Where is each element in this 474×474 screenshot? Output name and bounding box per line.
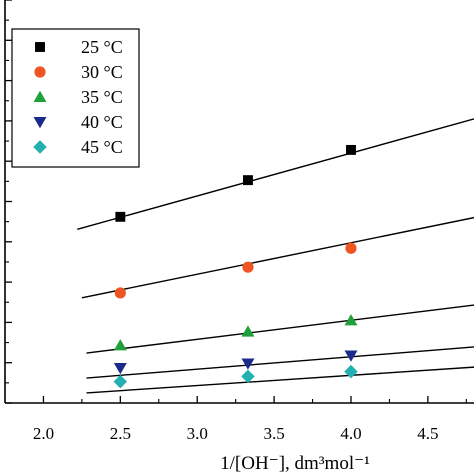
data-point bbox=[241, 369, 255, 384]
legend-label: 45 °C bbox=[81, 137, 123, 157]
fit-line bbox=[81, 216, 474, 299]
data-point bbox=[114, 287, 126, 299]
fit-line bbox=[86, 346, 474, 379]
fit-line bbox=[86, 304, 474, 354]
fit-lines bbox=[77, 118, 474, 394]
data-point bbox=[241, 358, 255, 370]
x-tick-label: 3.0 bbox=[187, 424, 208, 443]
data-point bbox=[113, 339, 127, 351]
data-point bbox=[345, 242, 357, 254]
x-tick-label: 2.5 bbox=[110, 424, 131, 443]
data-point bbox=[115, 211, 126, 222]
legend-box bbox=[11, 28, 140, 168]
x-tick-label: 3.5 bbox=[263, 424, 284, 443]
data-points bbox=[113, 144, 358, 389]
x-tick-label: 2.0 bbox=[33, 424, 54, 443]
data-point bbox=[344, 314, 358, 326]
legend: 25 °C 30 °C 35 °C 40 °C 45 °C bbox=[11, 28, 140, 168]
data-point bbox=[241, 325, 255, 337]
legend-label: 35 °C bbox=[81, 87, 123, 107]
data-point bbox=[243, 175, 253, 186]
data-point bbox=[113, 374, 128, 389]
fit-line bbox=[86, 366, 474, 394]
data-point bbox=[113, 362, 127, 375]
legend-marker bbox=[33, 140, 47, 154]
x-tick-label: 4.5 bbox=[417, 424, 438, 443]
data-point bbox=[344, 364, 358, 379]
legend-marker bbox=[35, 42, 45, 52]
x-axis-ticks: 2.0 2.5 3.0 3.5 4.0 4.5 bbox=[33, 396, 467, 443]
legend-label: 30 °C bbox=[81, 62, 123, 82]
legend-marker bbox=[33, 90, 47, 102]
data-point bbox=[346, 144, 356, 155]
legend-marker bbox=[34, 66, 46, 78]
legend-label: 40 °C bbox=[81, 112, 123, 132]
legend-marker bbox=[33, 117, 47, 129]
fit-line bbox=[77, 118, 474, 230]
legend-label: 25 °C bbox=[81, 37, 123, 57]
x-tick-label: 4.0 bbox=[340, 424, 361, 443]
x-axis-label: 1/[OH⁻], dm³mol⁻¹ bbox=[220, 453, 370, 474]
data-point bbox=[344, 350, 358, 362]
data-point bbox=[242, 261, 254, 273]
